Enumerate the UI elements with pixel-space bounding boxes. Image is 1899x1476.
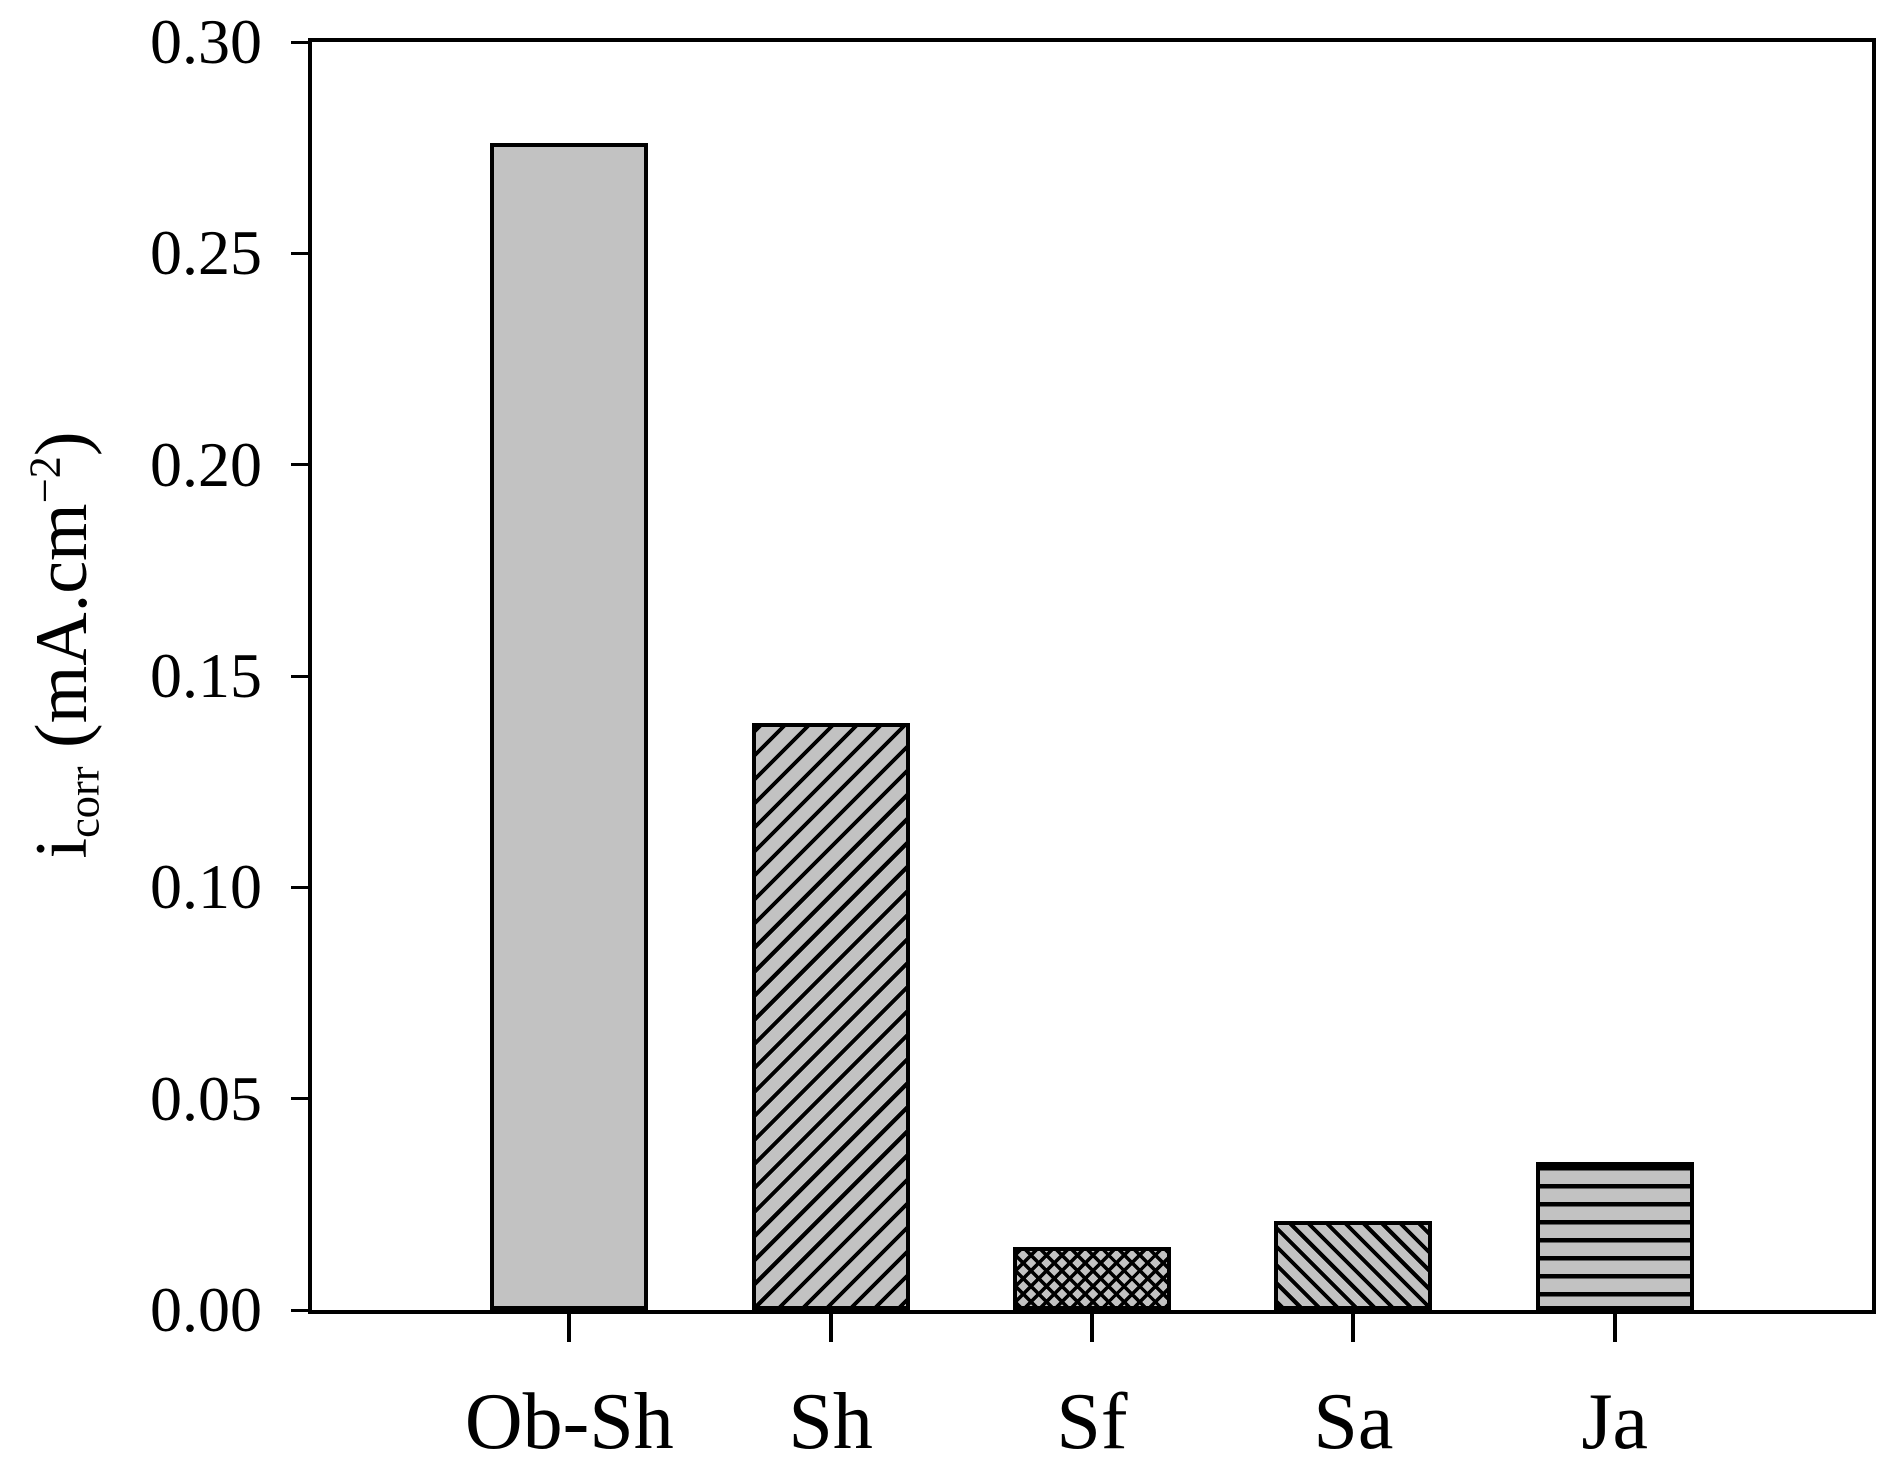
bar-ob-sh — [490, 143, 649, 1310]
x-axis-tick — [1351, 1314, 1356, 1342]
y-axis-tick — [291, 251, 308, 255]
y-axis-title-subscript: corr — [58, 766, 109, 838]
bar-sh — [751, 722, 910, 1310]
bar-sa — [1274, 1221, 1433, 1310]
y-tick-label: 0.20 — [150, 428, 262, 500]
x-axis-tick — [1612, 1314, 1617, 1342]
y-tick-label: 0.25 — [150, 217, 262, 289]
y-tick-label: 0.30 — [150, 6, 262, 77]
y-axis-tick — [291, 1097, 308, 1101]
x-axis-tick — [1090, 1314, 1094, 1342]
x-tick-label-ob-sh: Ob-Sh — [464, 1378, 674, 1466]
x-tick-label-ja: Ja — [1581, 1378, 1648, 1466]
y-tick-label: 0.15 — [150, 640, 262, 711]
y-axis-tick — [291, 1308, 308, 1312]
x-tick-label-sh: Sh — [788, 1378, 873, 1466]
x-tick-label-sa: Sa — [1313, 1378, 1394, 1466]
y-axis-tick — [291, 463, 308, 467]
y-tick-label: 0.10 — [150, 851, 262, 923]
y-axis-title-units: (mA.cm — [20, 503, 103, 767]
plot-area — [308, 38, 1876, 1314]
bar-sf — [1013, 1246, 1171, 1310]
y-tick-label: 0.05 — [150, 1062, 262, 1134]
y-axis-tick — [291, 674, 308, 678]
y-axis-tick — [291, 40, 308, 44]
y-axis-tick — [291, 885, 308, 889]
x-axis-tick — [828, 1314, 833, 1342]
x-axis-tick — [567, 1314, 572, 1342]
bar-ja — [1535, 1162, 1694, 1310]
x-tick-label-sf: Sf — [1056, 1378, 1128, 1466]
y-tick-label: 0.00 — [150, 1274, 262, 1345]
